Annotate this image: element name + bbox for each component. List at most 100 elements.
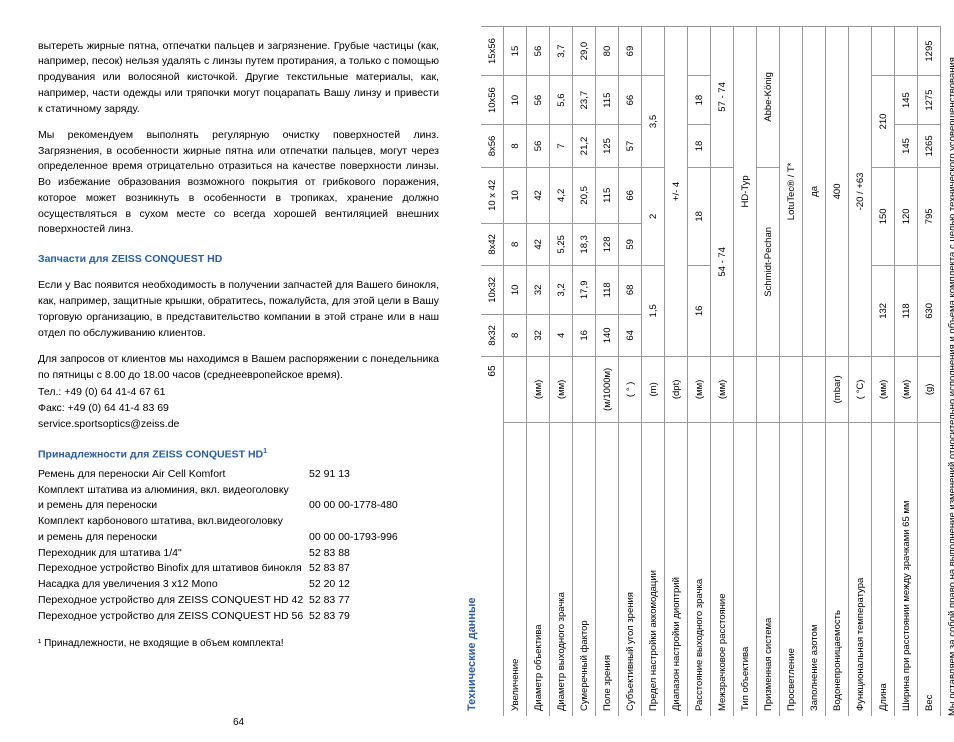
cell: 17,9 [572, 265, 595, 314]
row-label: Межзрачковое расстояние [710, 422, 733, 716]
row-label: Ширина при расстоянии между зрачками 65 … [894, 422, 917, 716]
left-page: вытереть жирные пятна, отпечатки пальцев… [0, 0, 477, 742]
row-unit: (мм) [526, 356, 549, 422]
row-unit: (мм) [710, 356, 733, 422]
row-label: Просветление [779, 422, 802, 716]
accessory-row: Комплект штатива из алюминия, вкл. видео… [38, 483, 439, 499]
accessory-row: и ремень для переноски00 00 00-1793-996 [38, 530, 439, 546]
row-unit: ( ° ) [618, 356, 641, 422]
cell: 5,25 [549, 223, 572, 265]
row-unit: (м/1000м) [595, 356, 618, 422]
tech-data-title: Технические данные [463, 26, 481, 716]
row-label: Диаметр объектива [526, 422, 549, 716]
row-label: Тип объектива [733, 422, 756, 716]
cell: 118 [595, 265, 618, 314]
cell: 66 [618, 167, 641, 223]
row-unit: (мм) [871, 356, 894, 422]
cell: 3,5 [641, 76, 664, 168]
accessory-name: Переходник для штатива 1/4" [38, 546, 309, 562]
row-label: Предел настройки аккомодации [641, 422, 664, 716]
table-footer-note: Мы оставляем за собой право на выполнени… [947, 26, 954, 716]
cell: 150 [871, 167, 894, 265]
accessory-name: Переходное устройство для ZEISS CONQUEST… [38, 609, 309, 625]
cell: 32 [526, 314, 549, 356]
row-label: Диапазон настройки диоптрий [664, 422, 687, 716]
spec-table: 8x3210x328x4210 x 428x5610x5615x56Увелич… [481, 26, 941, 716]
accessory-row: Переходное устройство для ZEISS CONQUEST… [38, 609, 439, 625]
col-header: 8x42 [481, 223, 504, 265]
accessory-code [309, 514, 439, 530]
row-label: Сумеречный фактор [572, 422, 595, 716]
cell: 4 [549, 314, 572, 356]
cell: 57 [618, 125, 641, 168]
row-label: Длина [871, 422, 894, 716]
cell: 210 [871, 76, 894, 168]
paragraph-2: Мы рекомендуем выполнять регулярную очис… [38, 128, 439, 238]
cell: 29,0 [572, 27, 595, 76]
cell: 2 [641, 167, 664, 265]
cell: 145 [894, 76, 917, 125]
cell: 80 [595, 27, 618, 76]
accessory-name: Переходное устройство для ZEISS CONQUEST… [38, 593, 309, 609]
cell: 54 - 74 [710, 167, 733, 356]
cell: 1265 [917, 125, 940, 168]
accessory-name: Комплект карбонового штатива, вкл.видеог… [38, 514, 309, 530]
accessory-row: Комплект карбонового штатива, вкл.видеог… [38, 514, 439, 530]
cell: 5,6 [549, 76, 572, 125]
cell: 64 [618, 314, 641, 356]
row-unit [503, 356, 526, 422]
col-header: 8x56 [481, 125, 504, 168]
col-header: 10x56 [481, 76, 504, 125]
cell: 18 [687, 167, 710, 265]
cell: 32 [526, 265, 549, 314]
cell: 132 [871, 265, 894, 356]
col-header: 8x32 [481, 314, 504, 356]
cell: 115 [595, 167, 618, 223]
row-unit [756, 356, 779, 422]
col-header: 10x32 [481, 265, 504, 314]
cell: 630 [917, 265, 940, 356]
cell: +/- 4 [664, 27, 687, 357]
cell: 42 [526, 223, 549, 265]
row-unit: (mbar) [825, 356, 848, 422]
cell: HD-Typ [733, 27, 756, 357]
cell: 10 [503, 265, 526, 314]
spec-table-container: Технические данные 8x3210x328x4210 x 428… [463, 26, 954, 716]
cell: 400 [825, 27, 848, 357]
cell: 1275 [917, 76, 940, 125]
row-unit: (dpt) [664, 356, 687, 422]
cell: 120 [894, 167, 917, 265]
cell: да [802, 27, 825, 357]
cell: 1,5 [641, 265, 664, 356]
row-unit: ( °C) [848, 356, 871, 422]
contact-tel: Тел.: +49 (0) 64 41-4 67 61 [38, 385, 439, 401]
cell: 23,7 [572, 76, 595, 125]
row-unit [572, 356, 595, 422]
row-label: Расстояние выходного зрачка [687, 422, 710, 716]
row-label: Вес [917, 422, 940, 716]
cell: 140 [595, 314, 618, 356]
cell: 42 [526, 167, 549, 223]
accessory-row: Насадка для увеличения 3 x12 Mono52 20 1… [38, 577, 439, 593]
cell: 4,2 [549, 167, 572, 223]
cell: 16 [572, 314, 595, 356]
accessory-code: 52 83 79 [309, 609, 439, 625]
cell: 115 [595, 76, 618, 125]
cell: 18 [687, 76, 710, 125]
cell: 125 [595, 125, 618, 168]
accessory-name: Переходное устройство Binofix для штатив… [38, 561, 309, 577]
cell: 20,5 [572, 167, 595, 223]
cell: 3,7 [549, 27, 572, 76]
cell: 18 [687, 125, 710, 168]
cell [641, 27, 664, 76]
heading-accessories: Принадлежности для ZEISS CONQUEST HD1 [38, 447, 439, 463]
heading-spare-parts: Запчасти для ZEISS CONQUEST HD [38, 252, 439, 268]
cell: 10 [503, 76, 526, 125]
cell: 18,3 [572, 223, 595, 265]
cell [687, 27, 710, 76]
row-label: Заполнение азотом [802, 422, 825, 716]
cell: 145 [894, 125, 917, 168]
row-unit: (мм) [549, 356, 572, 422]
accessory-name: Комплект штатива из алюминия, вкл. видео… [38, 483, 309, 499]
cell: 10 [503, 167, 526, 223]
